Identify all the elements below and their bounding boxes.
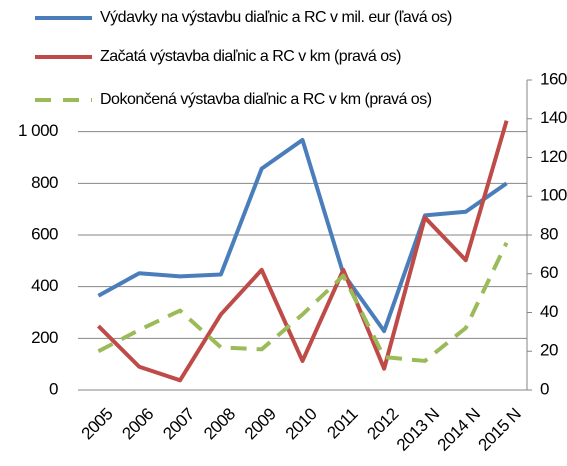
legend-label: Dokončená výstavba diaľnic a RC v km (pr… — [100, 91, 432, 108]
x-tick-label: 2006 — [118, 405, 157, 444]
x-tick-label: 2010 — [282, 405, 321, 444]
y2-tick-label: 0 — [540, 379, 549, 398]
y-tick-label: 400 — [31, 276, 58, 295]
x-tick-label: 2008 — [200, 405, 239, 444]
y2-tick-label: 80 — [540, 224, 558, 243]
y-tick-label: 600 — [31, 224, 58, 243]
x-tick-label: 2014 N — [434, 405, 484, 455]
x-tick-label: 2011 — [323, 405, 361, 443]
series-line — [97, 137, 508, 334]
y-tick-label: 800 — [31, 173, 58, 192]
y2-tick-label: 60 — [540, 263, 558, 282]
y-tick-label: 200 — [31, 328, 58, 347]
y2-tick-label: 20 — [540, 341, 558, 360]
y2-tick-label: 120 — [540, 147, 567, 166]
series-line — [97, 241, 509, 363]
series-line — [96, 120, 509, 383]
y2-tick-label: 40 — [540, 302, 558, 321]
x-tick-label: 2015 N — [475, 405, 525, 455]
x-tick-label: 2013 N — [393, 405, 443, 455]
legend-label: Začatá výstavba diaľnic a RC v km (pravá… — [100, 48, 401, 65]
y-tick-label: 1 000 — [18, 121, 58, 140]
y2-tick-label: 140 — [540, 108, 567, 127]
x-tick-label: 2009 — [241, 405, 280, 444]
legend-label: Výdavky na výstavbu diaľnic a RC v mil. … — [100, 9, 452, 26]
y-tick-label: 0 — [49, 379, 58, 398]
y2-tick-label: 160 — [540, 69, 567, 88]
x-tick-label: 2007 — [159, 405, 198, 444]
y2-tick-label: 100 — [540, 186, 567, 205]
x-tick-label: 2005 — [78, 405, 117, 444]
